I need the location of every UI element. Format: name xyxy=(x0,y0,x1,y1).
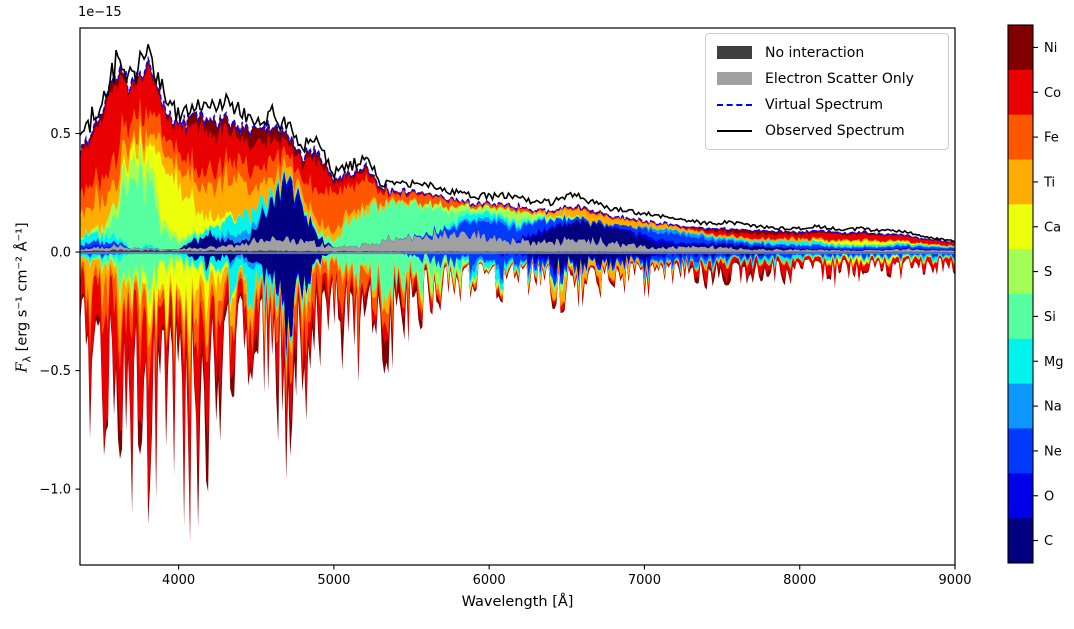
legend-item-label: Virtual Spectrum xyxy=(765,96,884,113)
legend-item-observed-spectrum: Observed Spectrum xyxy=(717,121,937,140)
legend-item-label: Observed Spectrum xyxy=(765,122,905,139)
legend-item-electron-scatter-only: Electron Scatter Only xyxy=(717,69,937,88)
y-tick-label: −0.5 xyxy=(39,364,71,379)
emission-layer-electron-scatter-only xyxy=(80,228,955,252)
colorbar-segment-co xyxy=(1008,69,1033,116)
observed-spectrum-line xyxy=(80,44,955,243)
colorbar-label-na: Na xyxy=(1044,400,1062,415)
y-axis-offset-label: 1e−15 xyxy=(78,5,122,20)
y-axis-label: Fλ [erg s⁻¹ cm⁻² Å⁻¹] xyxy=(15,167,34,427)
y-tick-label: 0.5 xyxy=(50,127,71,142)
colorbar-segment-ca xyxy=(1008,204,1033,250)
legend-item-label: No interaction xyxy=(765,44,865,61)
colorbar-segment-ti xyxy=(1008,159,1033,205)
legend-patch-swatch xyxy=(717,72,752,85)
colorbar-segment-s xyxy=(1008,249,1033,295)
x-tick-label: 9000 xyxy=(938,573,971,588)
x-tick-label: 5000 xyxy=(317,573,350,588)
colorbar-segment-ne xyxy=(1008,428,1033,474)
colorbar-segment-c xyxy=(1008,518,1033,564)
colorbar-label-s: S xyxy=(1044,265,1052,280)
plot-area xyxy=(80,44,955,544)
colorbar-segment-si xyxy=(1008,294,1033,340)
colorbar-label-c: C xyxy=(1044,534,1053,549)
legend-patch-swatch xyxy=(717,46,752,59)
colorbar-segment-ni xyxy=(1008,25,1033,71)
colorbar-label-ti: Ti xyxy=(1043,175,1055,190)
colorbar-label-fe: Fe xyxy=(1044,131,1059,146)
legend-line-swatch xyxy=(717,129,752,132)
legend-swatch-shape xyxy=(717,72,752,85)
legend-item-no-interaction: No interaction xyxy=(717,43,937,62)
emission-layer-c xyxy=(80,176,955,252)
colorbar-label-si: Si xyxy=(1044,310,1056,325)
colorbar-label-co: Co xyxy=(1044,86,1061,101)
legend-swatch-shape xyxy=(717,46,752,59)
colorbar-label-ni: Ni xyxy=(1044,41,1057,56)
y-tick-label: −1.0 xyxy=(39,483,71,498)
emission-layer-no-interaction xyxy=(80,249,955,252)
x-tick-label: 7000 xyxy=(628,573,661,588)
colorbar-label-ca: Ca xyxy=(1044,220,1061,235)
colorbar-segment-na xyxy=(1008,383,1033,429)
x-tick-label: 6000 xyxy=(473,573,506,588)
y-axis-label-symbol: F xyxy=(14,362,31,373)
x-axis-label: Wavelength [Å] xyxy=(461,594,574,610)
colorbar-frame xyxy=(1007,24,1034,564)
legend-swatch-shape xyxy=(717,103,752,106)
colorbar-segment-fe xyxy=(1008,114,1033,160)
legend-swatch-shape xyxy=(717,129,752,132)
x-tick-label: 8000 xyxy=(783,573,816,588)
colorbar-label-ne: Ne xyxy=(1044,444,1062,459)
colorbar-label-o: O xyxy=(1044,489,1054,504)
y-axis-label-units: [erg s⁻¹ cm⁻² Å⁻¹] xyxy=(14,222,31,356)
x-tick-label: 4000 xyxy=(162,573,195,588)
legend-item-label: Electron Scatter Only xyxy=(765,70,914,87)
colorbar-segment-mg xyxy=(1008,338,1033,385)
colorbar-label-mg: Mg xyxy=(1044,355,1063,370)
colorbar-segment-o xyxy=(1008,473,1033,519)
legend: No interaction Electron Scatter Only Virtu… xyxy=(705,33,949,150)
virtual-spectrum-line xyxy=(80,55,955,243)
legend-item-virtual-spectrum: Virtual Spectrum xyxy=(717,95,937,114)
y-tick-label: 0.0 xyxy=(50,246,71,261)
y-axis-label-subscript: λ xyxy=(20,355,34,363)
legend-line-swatch xyxy=(717,103,752,106)
absorption-layer-si xyxy=(80,252,955,367)
absorption-layer-ti xyxy=(80,252,955,379)
axes-frame xyxy=(79,27,956,566)
